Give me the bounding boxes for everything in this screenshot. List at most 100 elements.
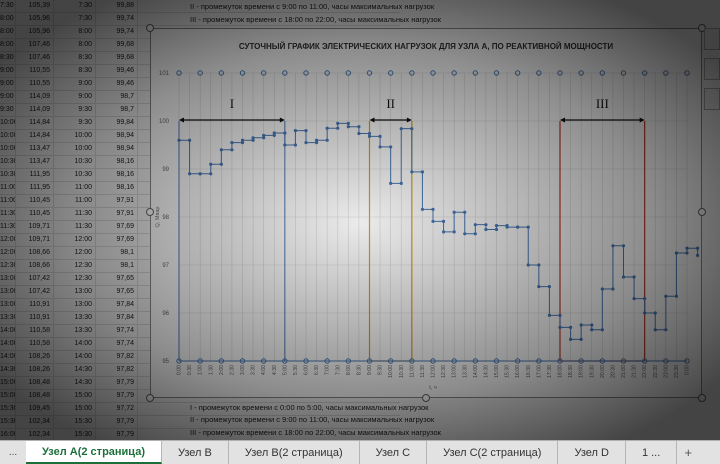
table-cell[interactable]: 13:30 bbox=[0, 312, 16, 324]
table-cell[interactable]: 110,55 bbox=[16, 78, 54, 90]
table-cell[interactable]: 14:00 bbox=[54, 338, 96, 350]
table-cell[interactable]: 111,95 bbox=[16, 169, 54, 181]
table-cell[interactable]: 12:00 bbox=[0, 234, 16, 246]
table-cell[interactable]: 98,1 bbox=[96, 260, 138, 272]
table-cell[interactable]: 12:30 bbox=[54, 260, 96, 272]
table-cell[interactable]: 7:30 bbox=[0, 0, 16, 12]
chart-resize-handle-mr[interactable] bbox=[698, 208, 706, 216]
table-cell[interactable]: 9:30 bbox=[54, 104, 96, 116]
table-cell[interactable]: 8:00 bbox=[0, 39, 16, 51]
table-cell[interactable]: 8:30 bbox=[54, 65, 96, 77]
table-cell[interactable]: 99,84 bbox=[96, 117, 138, 129]
table-cell[interactable]: 97,65 bbox=[96, 273, 138, 285]
table-cell[interactable]: 110,58 bbox=[16, 325, 54, 337]
table-cell[interactable]: 8:30 bbox=[0, 52, 16, 64]
table-cell[interactable]: 113,47 bbox=[16, 143, 54, 155]
table-cell[interactable]: 98,7 bbox=[96, 104, 138, 116]
table-cell[interactable]: 11:00 bbox=[0, 195, 16, 207]
table-cell[interactable]: 97,91 bbox=[96, 195, 138, 207]
tab-more[interactable]: 1 ... bbox=[626, 441, 678, 464]
table-cell[interactable]: 111,95 bbox=[16, 182, 54, 194]
table-cell[interactable]: 13:00 bbox=[54, 299, 96, 311]
add-sheet-icon[interactable]: + bbox=[684, 445, 693, 460]
table-cell[interactable]: 15:30 bbox=[54, 416, 96, 428]
table-cell[interactable]: 97,69 bbox=[96, 221, 138, 233]
table-cell[interactable]: 8:00 bbox=[54, 39, 96, 51]
table-cell[interactable]: 10:30 bbox=[0, 156, 16, 168]
chart-resize-handle-br[interactable] bbox=[698, 394, 706, 402]
chart-resize-handle-ml[interactable] bbox=[146, 208, 154, 216]
table-cell[interactable]: 10:00 bbox=[54, 143, 96, 155]
table-cell[interactable]: 12:00 bbox=[54, 234, 96, 246]
table-cell[interactable]: 113,47 bbox=[16, 156, 54, 168]
table-cell[interactable]: 98,16 bbox=[96, 169, 138, 181]
tab-nav-ellipsis[interactable]: ... bbox=[8, 447, 18, 458]
tab-uzel-d[interactable]: Узел D bbox=[558, 441, 626, 464]
table-cell[interactable]: 7:30 bbox=[54, 0, 96, 12]
tab-uzel-b-2[interactable]: Узел В(2 страница) bbox=[229, 441, 360, 464]
table-cell[interactable]: 14:30 bbox=[54, 364, 96, 376]
table-cell[interactable]: 110,91 bbox=[16, 299, 54, 311]
table-cell[interactable]: 97,65 bbox=[96, 286, 138, 298]
table-cell[interactable]: 14:30 bbox=[0, 364, 16, 376]
table-cell[interactable]: 97,79 bbox=[96, 377, 138, 389]
table-cell[interactable]: 10:30 bbox=[54, 156, 96, 168]
tab-uzel-c[interactable]: Узел С bbox=[360, 441, 428, 464]
table-cell[interactable]: 9:00 bbox=[0, 65, 16, 77]
table-cell[interactable]: 102,34 bbox=[16, 416, 54, 428]
table-cell[interactable]: 108,26 bbox=[16, 364, 54, 376]
table-cell[interactable]: 97,91 bbox=[96, 208, 138, 220]
table-cell[interactable]: 114,84 bbox=[16, 117, 54, 129]
table-cell[interactable]: 98,1 bbox=[96, 247, 138, 259]
table-cell[interactable]: 8:00 bbox=[54, 26, 96, 38]
table-cell[interactable]: 97,79 bbox=[96, 429, 138, 440]
table-cell[interactable]: 11:30 bbox=[0, 221, 16, 233]
table-cell[interactable]: 12:30 bbox=[54, 273, 96, 285]
table-cell[interactable]: 12:00 bbox=[54, 247, 96, 259]
chart-filters-button[interactable] bbox=[704, 88, 720, 110]
table-cell[interactable]: 99,68 bbox=[96, 52, 138, 64]
table-cell[interactable]: 109,71 bbox=[16, 234, 54, 246]
table-cell[interactable]: 108,48 bbox=[16, 377, 54, 389]
table-cell[interactable]: 107,46 bbox=[16, 39, 54, 51]
chart-styles-button[interactable] bbox=[704, 58, 720, 80]
table-cell[interactable]: 9:00 bbox=[0, 78, 16, 90]
table-cell[interactable]: 97,84 bbox=[96, 312, 138, 324]
table-cell[interactable]: 15:30 bbox=[0, 416, 16, 428]
table-cell[interactable]: 97,74 bbox=[96, 338, 138, 350]
table-cell[interactable]: 16:00 bbox=[0, 429, 16, 440]
table-cell[interactable]: 8:00 bbox=[0, 13, 16, 25]
chart-resize-handle-bl[interactable] bbox=[146, 394, 154, 402]
table-cell[interactable]: 108,66 bbox=[16, 247, 54, 259]
table-cell[interactable]: 10:00 bbox=[0, 143, 16, 155]
table-cell[interactable]: 15:00 bbox=[54, 390, 96, 402]
table-cell[interactable]: 105,39 bbox=[16, 0, 54, 12]
chart-elements-button[interactable] bbox=[704, 28, 720, 50]
table-cell[interactable]: 10:00 bbox=[0, 130, 16, 142]
tab-uzel-c-2[interactable]: Узел С(2 страница) bbox=[427, 441, 559, 464]
table-cell[interactable]: 11:30 bbox=[0, 208, 16, 220]
table-cell[interactable]: 13:30 bbox=[54, 325, 96, 337]
table-cell[interactable]: 15:00 bbox=[0, 377, 16, 389]
table-cell[interactable]: 15:30 bbox=[0, 403, 16, 415]
chart-resize-handle-tl[interactable] bbox=[146, 24, 154, 32]
table-cell[interactable]: 114,09 bbox=[16, 91, 54, 103]
table-cell[interactable]: 98,94 bbox=[96, 130, 138, 142]
table-cell[interactable]: 11:30 bbox=[54, 208, 96, 220]
table-cell[interactable]: 11:30 bbox=[54, 221, 96, 233]
tab-uzel-a-2[interactable]: Узел А(2 страница) bbox=[26, 441, 162, 464]
table-cell[interactable]: 9:00 bbox=[54, 91, 96, 103]
table-cell[interactable]: 110,91 bbox=[16, 312, 54, 324]
table-cell[interactable]: 98,16 bbox=[96, 156, 138, 168]
table-cell[interactable]: 99,88 bbox=[96, 0, 138, 12]
table-cell[interactable]: 97,82 bbox=[96, 364, 138, 376]
table-cell[interactable]: 107,46 bbox=[16, 52, 54, 64]
table-cell[interactable]: 7:30 bbox=[54, 13, 96, 25]
table-cell[interactable]: 14:00 bbox=[0, 351, 16, 363]
table-cell[interactable]: 98,16 bbox=[96, 182, 138, 194]
table-cell[interactable]: 98,94 bbox=[96, 143, 138, 155]
table-cell[interactable]: 97,79 bbox=[96, 416, 138, 428]
table-cell[interactable]: 99,46 bbox=[96, 65, 138, 77]
table-cell[interactable]: 99,74 bbox=[96, 13, 138, 25]
table-cell[interactable]: 14:30 bbox=[54, 377, 96, 389]
